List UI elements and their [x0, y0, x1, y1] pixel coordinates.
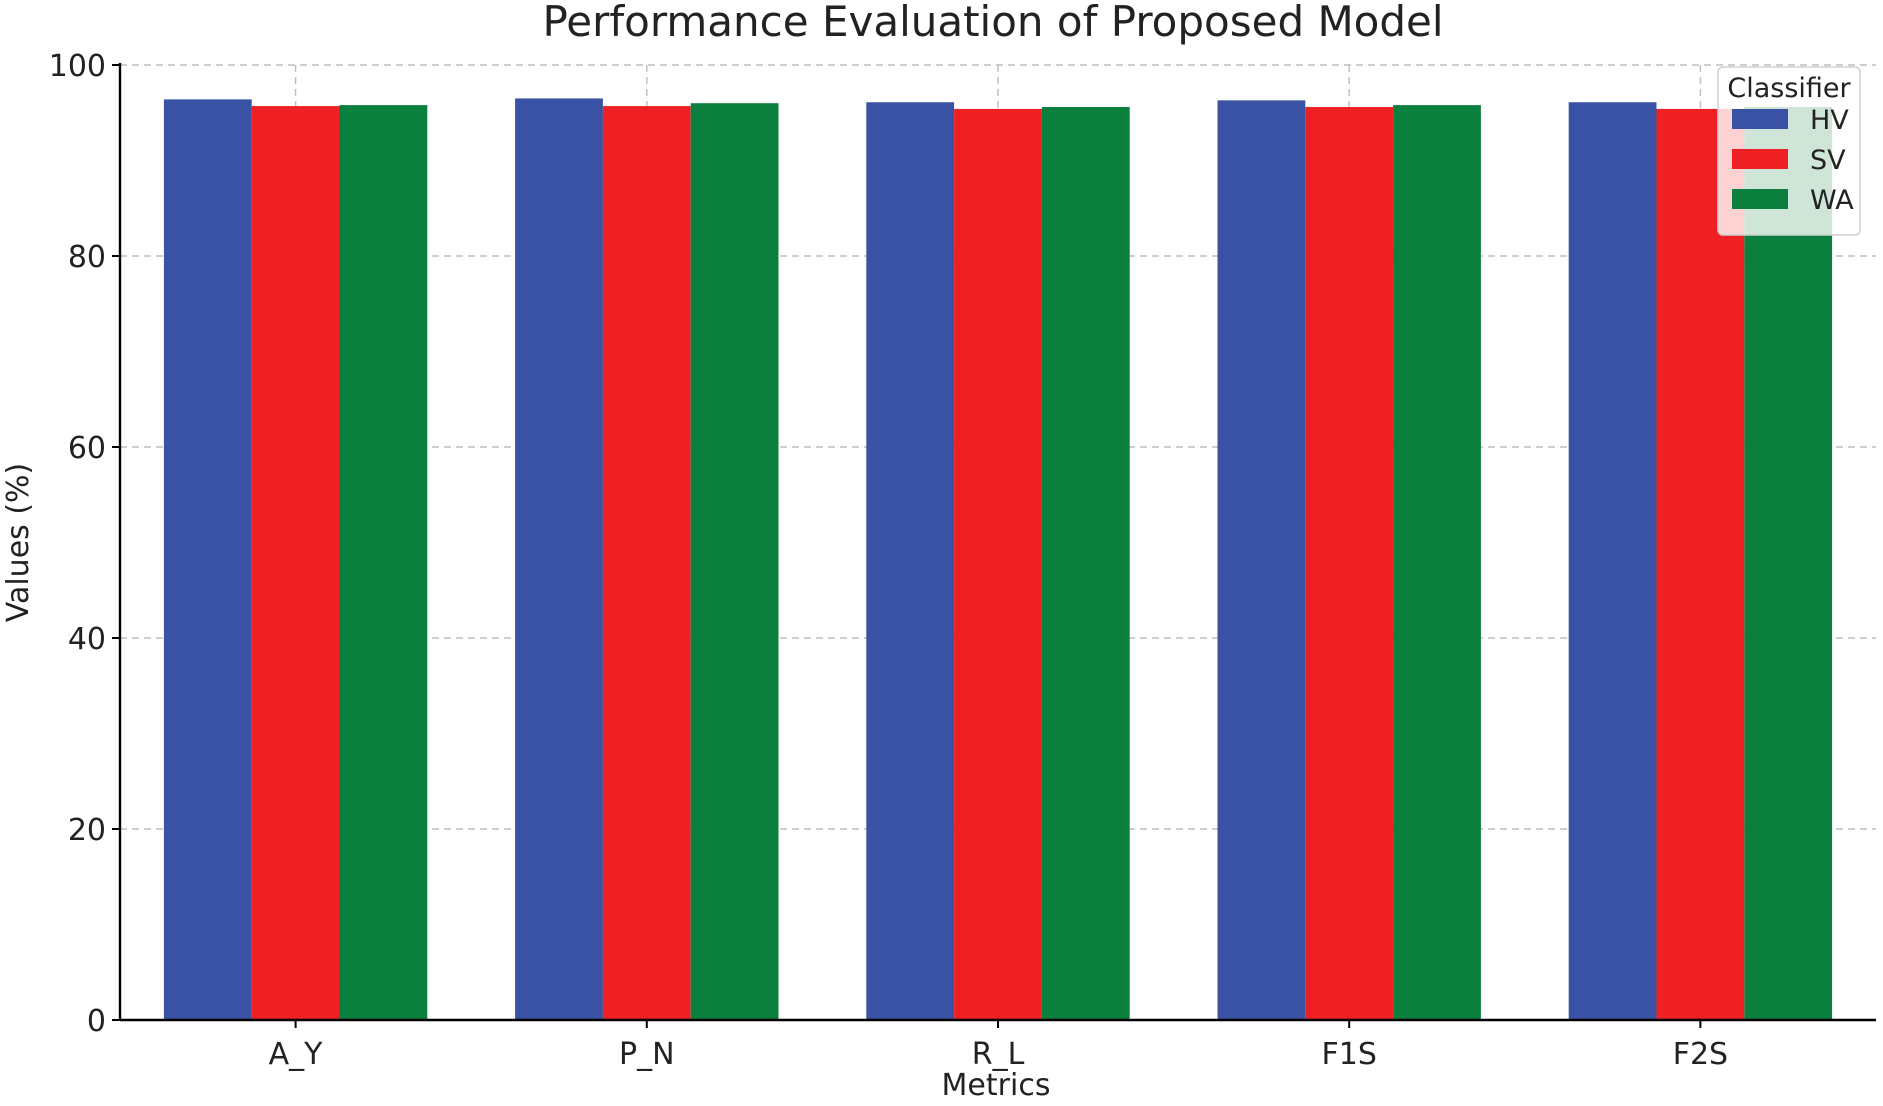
x-tick-label: F2S: [1673, 1037, 1728, 1072]
y-tick-label: 100: [49, 49, 106, 84]
bar-wa-r_l: [1041, 107, 1130, 1020]
legend-label-wa: WA: [1810, 185, 1854, 216]
bar-hv-p_n: [515, 98, 603, 1021]
bar-sv-f1s: [1305, 107, 1394, 1020]
bar-hv-f2s: [1568, 102, 1657, 1021]
bar-wa-a_y: [339, 105, 428, 1021]
legend-title: Classifier: [1727, 73, 1851, 104]
bar-wa-p_n: [690, 103, 779, 1020]
legend-swatch-sv: [1732, 149, 1788, 169]
bar-hv-a_y: [163, 99, 252, 1020]
bar-hv-f1s: [1217, 100, 1306, 1020]
y-tick-label: 0: [87, 1004, 106, 1039]
y-tick-label: 60: [68, 431, 106, 466]
bar-sv-a_y: [251, 106, 340, 1020]
y-axis-label: Values (%): [1, 463, 36, 622]
y-tick-label: 80: [68, 240, 106, 275]
series-wa: [339, 103, 1833, 1021]
legend-label-hv: HV: [1810, 105, 1849, 136]
axes-layer: 0 20 40 60 80 100 A_Y P_N R_L F1S F2S: [49, 49, 1876, 1072]
legend-swatch-hv: [1732, 109, 1788, 129]
legend-swatch-wa: [1732, 189, 1788, 209]
x-tick-label: F1S: [1322, 1037, 1377, 1072]
y-tick-label: 40: [68, 622, 106, 657]
bars-layer: [163, 98, 1833, 1021]
x-axis-label: Metrics: [942, 1068, 1051, 1101]
bar-sv-p_n: [602, 106, 691, 1020]
bar-wa-f1s: [1393, 105, 1481, 1021]
series-sv: [251, 106, 1745, 1021]
chart-title: Performance Evaluation of Proposed Model: [542, 0, 1443, 46]
y-tick-label: 20: [68, 813, 106, 848]
bar-hv-r_l: [866, 102, 955, 1021]
x-tick-label: P_N: [619, 1037, 675, 1072]
bar-wa-f2s: [1744, 107, 1833, 1020]
x-tick-label: A_Y: [269, 1037, 324, 1072]
bar-sv-f2s: [1656, 108, 1745, 1021]
series-hv: [163, 98, 1657, 1021]
x-tick-label: R_L: [972, 1037, 1025, 1072]
bar-sv-r_l: [954, 108, 1042, 1021]
legend-label-sv: SV: [1810, 145, 1846, 176]
